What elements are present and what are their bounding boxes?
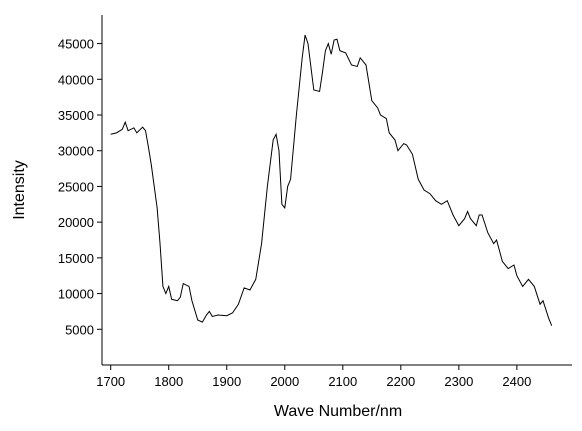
y-tick-label: 35000	[58, 108, 94, 123]
x-tick-label: 2400	[502, 374, 531, 389]
x-tick-label: 2000	[270, 374, 299, 389]
x-tick-label: 1800	[154, 374, 183, 389]
y-tick-label: 15000	[58, 251, 94, 266]
y-tick-label: 45000	[58, 37, 94, 52]
y-tick-label: 25000	[58, 179, 94, 194]
y-tick-label: 40000	[58, 72, 94, 87]
x-tick-label: 1700	[96, 374, 125, 389]
y-tick-label: 10000	[58, 287, 94, 302]
y-tick-label: 5000	[65, 322, 94, 337]
x-tick-label: 2100	[328, 374, 357, 389]
x-axis-label: Wave Number/nm	[274, 403, 402, 420]
y-tick-label: 30000	[58, 144, 94, 159]
y-axis-label: Intensity	[11, 160, 28, 220]
x-tick-label: 2300	[444, 374, 473, 389]
x-tick-label: 2200	[386, 374, 415, 389]
y-tick-label: 20000	[58, 215, 94, 230]
x-tick-label: 1900	[212, 374, 241, 389]
data-line	[110, 34, 553, 326]
